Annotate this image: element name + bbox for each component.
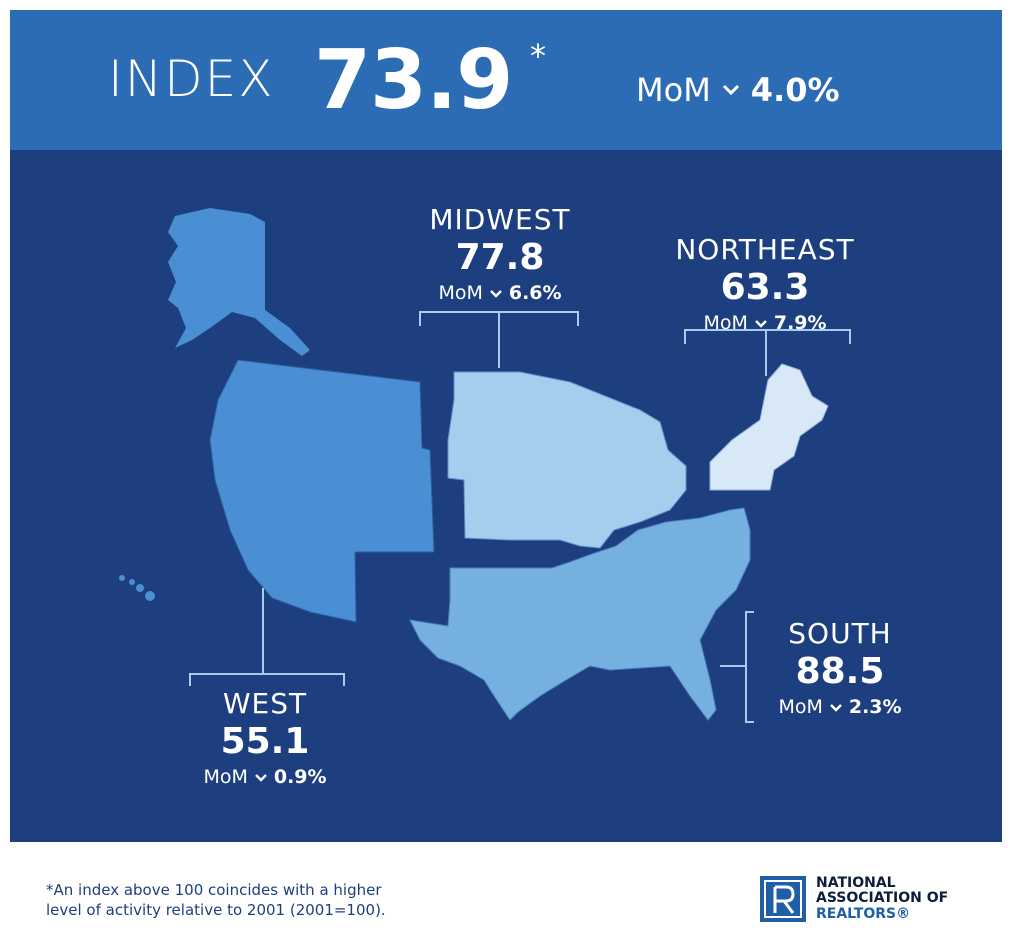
west-region-shape bbox=[209, 359, 435, 623]
region-midwest-mom-label: MoM bbox=[438, 282, 483, 304]
region-south: SOUTH 88.5 MoM 2.3% bbox=[750, 620, 930, 717]
region-west-value: 55.1 bbox=[220, 721, 310, 762]
region-midwest-value: 77.8 bbox=[455, 237, 545, 278]
region-south-value: 88.5 bbox=[795, 651, 885, 692]
index-mom-change: 4.0% bbox=[750, 71, 840, 109]
northeast-region-shape bbox=[709, 363, 829, 491]
region-northeast: NORTHEAST 63.3 MoM 7.9% bbox=[640, 236, 890, 333]
region-midwest: MIDWEST 77.8 MoM 6.6% bbox=[380, 206, 620, 303]
chevron-down-icon bbox=[490, 289, 502, 298]
region-northeast-mom-change: 7.9% bbox=[773, 312, 827, 334]
region-south-name: SOUTH bbox=[788, 617, 892, 650]
nar-line-2: ASSOCIATION OF bbox=[816, 890, 949, 907]
index-asterisk: * bbox=[530, 37, 546, 75]
nar-name: NATIONAL ASSOCIATION OF REALTORS® bbox=[816, 875, 949, 922]
connector-lines bbox=[189, 311, 851, 723]
index-value: 73.9 bbox=[314, 33, 513, 128]
nar-logo: NATIONAL ASSOCIATION OF REALTORS® bbox=[760, 875, 949, 923]
region-west: WEST 55.1 MoM 0.9% bbox=[170, 690, 360, 787]
region-west-name: WEST bbox=[222, 687, 308, 720]
index-label: INDEX bbox=[108, 50, 275, 108]
region-west-mom-label: MoM bbox=[203, 766, 248, 788]
footnote: *An index above 100 coincides with a hig… bbox=[46, 880, 386, 921]
nar-line-3: REALTORS® bbox=[816, 905, 911, 922]
region-west-mom: MoM 0.9% bbox=[203, 768, 326, 787]
south-region-shape bbox=[409, 507, 751, 721]
region-south-mom-change: 2.3% bbox=[848, 696, 902, 718]
region-northeast-mom-label: MoM bbox=[703, 312, 748, 334]
chevron-down-icon bbox=[755, 319, 767, 328]
footnote-line-2: level of activity relative to 2001 (2001… bbox=[46, 901, 386, 920]
chevron-down-icon bbox=[830, 703, 842, 712]
region-south-mom: MoM 2.3% bbox=[778, 698, 901, 717]
footnote-line-1: *An index above 100 coincides with a hig… bbox=[46, 881, 382, 899]
region-midwest-name: MIDWEST bbox=[429, 203, 571, 236]
index-mom-label: MoM bbox=[636, 71, 711, 109]
header-banner: INDEX 73.9 * MoM 4.0% bbox=[10, 10, 1002, 150]
region-midwest-mom-change: 6.6% bbox=[508, 282, 562, 304]
region-south-mom-label: MoM bbox=[778, 696, 823, 718]
map-panel: MIDWEST 77.8 MoM 6.6% NORTHEAST 63.3 MoM… bbox=[10, 150, 1002, 842]
us-region-map bbox=[119, 208, 851, 723]
region-midwest-mom: MoM 6.6% bbox=[438, 284, 561, 303]
chevron-down-icon bbox=[255, 773, 267, 782]
hawaii-shape bbox=[119, 575, 155, 601]
region-northeast-value: 63.3 bbox=[720, 267, 810, 308]
chevron-down-icon bbox=[722, 84, 739, 96]
realtor-r-icon bbox=[760, 876, 806, 923]
alaska-shape bbox=[168, 208, 310, 356]
region-west-mom-change: 0.9% bbox=[273, 766, 327, 788]
index-mom: MoM 4.0% bbox=[636, 74, 840, 106]
nar-line-1: NATIONAL bbox=[816, 875, 896, 891]
region-northeast-name: NORTHEAST bbox=[675, 233, 855, 266]
region-northeast-mom: MoM 7.9% bbox=[703, 314, 826, 333]
midwest-region-shape bbox=[447, 371, 687, 549]
